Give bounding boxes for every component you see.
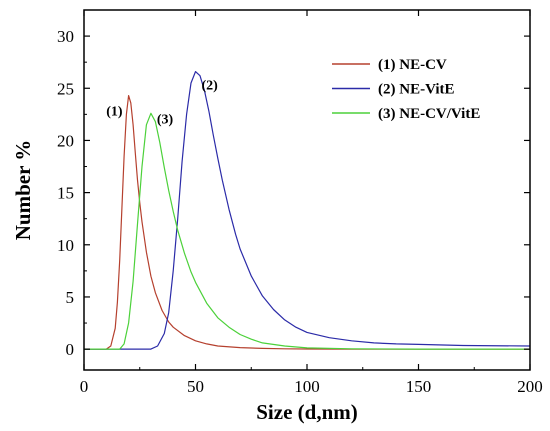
legend-label-3: (3) NE-CV/VitE xyxy=(378,106,480,122)
y-tick-label: 20 xyxy=(57,131,74,150)
peak-label-2: (2) xyxy=(202,79,219,94)
y-axis-title: Number % xyxy=(11,140,35,241)
y-tick-label: 25 xyxy=(57,79,74,98)
legend-label-1: (1) NE-CV xyxy=(378,57,447,73)
x-axis-title: Size (d,nm) xyxy=(256,400,358,424)
legend: (1) NE-CV (2) NE-VitE (3) NE-CV/VitE xyxy=(332,57,480,122)
axes-layer: 0 50 100 150 200 0 5 10 15 20 25 30 xyxy=(57,9,543,396)
peak-label-1: (1) xyxy=(106,105,123,120)
peak-label-3: (3) xyxy=(157,112,174,127)
x-tick-label: 0 xyxy=(80,377,89,396)
series-line-3 xyxy=(84,112,530,350)
series-line-2 xyxy=(84,70,530,350)
x-tick-label: 150 xyxy=(406,377,432,396)
x-tick-label: 100 xyxy=(294,377,320,396)
x-tick-label: 200 xyxy=(517,377,543,396)
y-tick-label: 0 xyxy=(66,340,75,359)
y-tick-label: 10 xyxy=(57,236,74,255)
plot-frame xyxy=(83,9,531,371)
y-tick-label: 15 xyxy=(57,184,74,203)
y-tick-label: 5 xyxy=(66,288,75,307)
legend-label-2: (2) NE-VitE xyxy=(378,82,455,98)
x-tick-label: 50 xyxy=(187,377,204,396)
series-line-1 xyxy=(84,94,530,350)
series-layer: (1) (2) (3) xyxy=(84,70,530,350)
y-tick-label: 30 xyxy=(57,27,74,46)
